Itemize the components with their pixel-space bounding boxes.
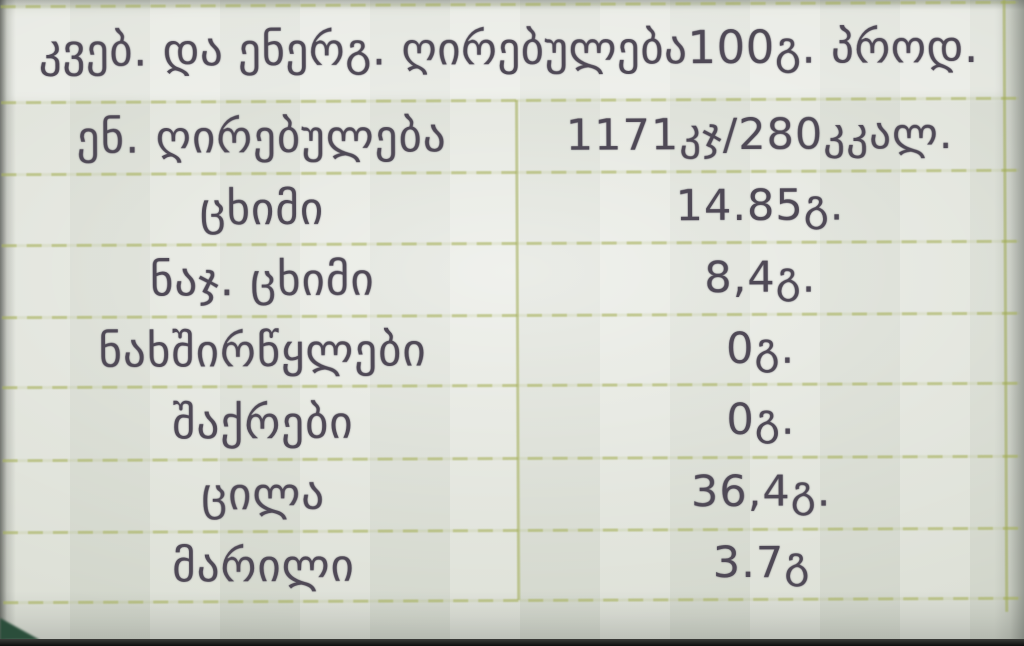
row-fat: ცხიმი 14.85გ. [7,169,1003,245]
nutrient-label: შაქრები [172,395,354,450]
nutrient-value: 1171კჯ/280კკალ. [565,108,954,161]
row-saturated-fat: ნაჯ. ცხიმი 8,4გ. [8,241,1004,317]
nutrient-value: 0გ. [725,323,796,375]
row-protein: ცილა 36,4გ. [9,455,1005,531]
nutrient-value: 36,4გ. [690,466,832,518]
row-sugars: შაქრები 0გ. [8,384,1004,460]
nutrient-value: 14.85გ. [675,180,845,232]
nutrient-label: ცილა [201,467,326,521]
nutrient-label: ენ. ღირებულება [76,109,447,165]
row-carbohydrates: ნახშირწყლები 0გ. [8,312,1004,388]
packaging-corner [0,618,40,640]
nutrient-value: 3.7გ [712,537,811,589]
label-title: კვებ. და ენერგ. ღირებულება100გ. პროდ. [38,19,979,78]
nutrient-value: 0გ. [726,395,796,446]
nutrient-label: ნახშირწყლები [98,323,427,379]
row-salt: მარილი 3.7გ [9,526,1005,602]
nutrient-label: ცხიმი [199,181,325,235]
row-energy-value: ენ. ღირებულება 1171კჯ/280კკალ. [7,98,1003,174]
nutrient-label: მარილი [172,538,355,593]
photo-bottom-edge [0,639,1024,646]
nutrient-value: 8,4გ. [704,252,817,303]
nutrition-table: ენ. ღირებულება 1171კჯ/280კკალ. ცხიმი 14.… [7,98,1005,602]
nutrient-label: ნაჯ. ცხიმი [149,252,375,307]
